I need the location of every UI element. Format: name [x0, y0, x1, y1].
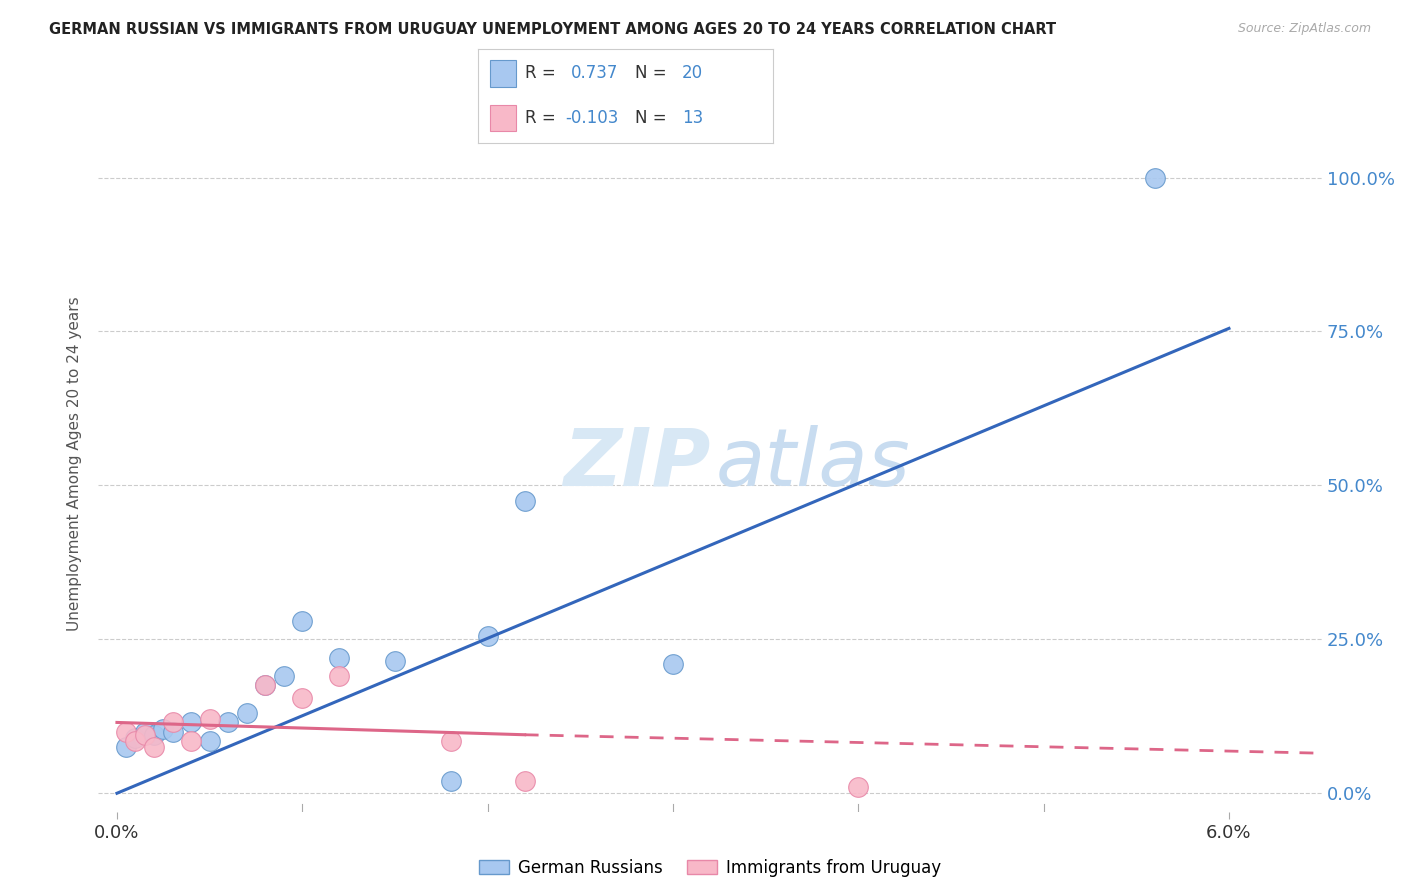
Point [198, 734, 221, 748]
Text: GERMAN RUSSIAN VS IMMIGRANTS FROM URUGUAY UNEMPLOYMENT AMONG AGES 20 TO 24 YEARS: GERMAN RUSSIAN VS IMMIGRANTS FROM URUGUA… [49, 22, 1056, 37]
Point [273, 669, 295, 683]
Text: atlas: atlas [716, 425, 911, 503]
Point [217, 715, 239, 730]
Point [143, 728, 166, 742]
Point [291, 690, 314, 705]
Text: R =: R = [526, 110, 561, 128]
Text: N =: N = [634, 110, 672, 128]
Bar [489, 61, 516, 87]
Point [439, 734, 461, 748]
Point [198, 712, 221, 726]
Y-axis label: Unemployment Among Ages 20 to 24 years: Unemployment Among Ages 20 to 24 years [67, 296, 83, 632]
Point [384, 654, 406, 668]
Text: R =: R = [526, 64, 567, 82]
Point [152, 722, 174, 736]
Text: 20: 20 [682, 64, 703, 82]
Point [115, 740, 138, 755]
Point [513, 493, 536, 508]
Point [134, 728, 156, 742]
Text: ZIP: ZIP [562, 425, 710, 503]
Point [513, 773, 536, 788]
Point [662, 657, 685, 671]
Point [143, 740, 166, 755]
Point [124, 731, 146, 745]
Point [328, 650, 350, 665]
Point [1143, 170, 1166, 185]
Point [846, 780, 869, 794]
Point [235, 706, 257, 721]
Text: N =: N = [634, 64, 672, 82]
Text: 13: 13 [682, 110, 703, 128]
Point [134, 724, 156, 739]
Point [291, 614, 314, 628]
Point [115, 724, 138, 739]
Point [439, 773, 461, 788]
Point [162, 724, 184, 739]
Point [254, 678, 277, 692]
Text: 0.737: 0.737 [571, 64, 619, 82]
Point [328, 669, 350, 683]
Text: Source: ZipAtlas.com: Source: ZipAtlas.com [1237, 22, 1371, 36]
Point [477, 629, 499, 643]
Point [254, 678, 277, 692]
Text: -0.103: -0.103 [565, 110, 619, 128]
Point [180, 715, 202, 730]
Point [180, 734, 202, 748]
Bar [489, 105, 516, 131]
Point [162, 715, 184, 730]
Legend: German Russians, Immigrants from Uruguay: German Russians, Immigrants from Uruguay [472, 852, 948, 883]
Point [124, 734, 146, 748]
